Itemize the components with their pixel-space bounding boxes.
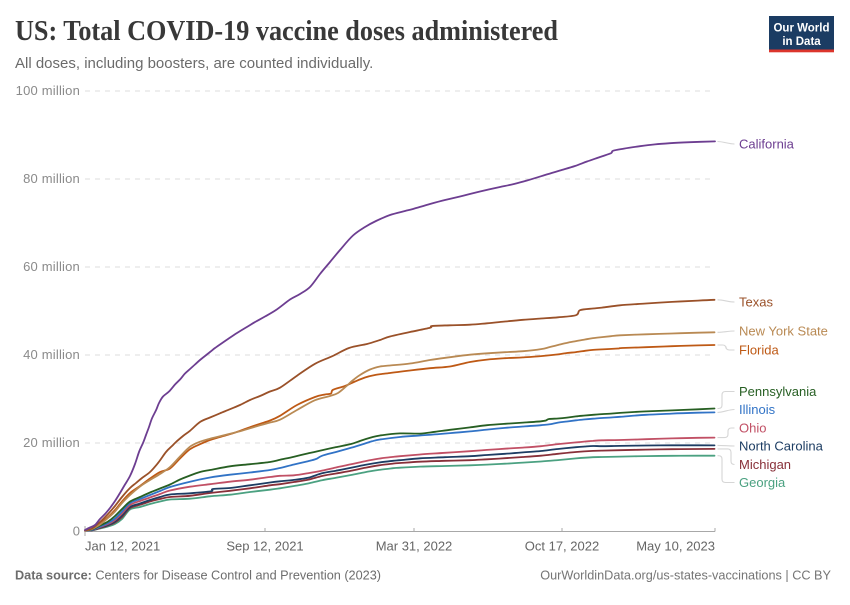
svg-text:Sep 12, 2021: Sep 12, 2021 (226, 539, 303, 554)
svg-text:Illinois: Illinois (739, 402, 776, 417)
svg-text:Mar 31, 2022: Mar 31, 2022 (376, 539, 453, 554)
svg-text:Data source: Centers for Disea: Data source: Centers for Disease Control… (15, 569, 381, 583)
svg-text:40 million: 40 million (23, 347, 80, 362)
svg-text:California: California (739, 137, 795, 152)
svg-text:Pennsylvania: Pennsylvania (739, 384, 817, 399)
svg-text:Jan 12, 2021: Jan 12, 2021 (85, 539, 160, 554)
svg-text:New York State: New York State (739, 324, 828, 339)
svg-text:All doses, including boosters,: All doses, including boosters, are count… (15, 55, 373, 72)
svg-text:Ohio: Ohio (739, 421, 766, 436)
svg-text:US: Total COVID-19 vaccine dos: US: Total COVID-19 vaccine doses adminis… (15, 16, 558, 47)
svg-text:North Carolina: North Carolina (739, 439, 824, 454)
svg-text:Texas: Texas (739, 295, 773, 310)
svg-text:in Data: in Data (782, 36, 821, 48)
svg-text:100 million: 100 million (16, 83, 80, 98)
svg-text:80 million: 80 million (23, 171, 80, 186)
svg-text:May 10, 2023: May 10, 2023 (636, 539, 715, 554)
svg-text:20 million: 20 million (23, 435, 80, 450)
svg-text:0: 0 (73, 524, 80, 539)
svg-text:Our World: Our World (773, 23, 829, 35)
svg-text:Florida: Florida (739, 343, 780, 358)
svg-text:60 million: 60 million (23, 259, 80, 274)
svg-text:Georgia: Georgia (739, 475, 786, 490)
svg-text:OurWorldinData.org/us-states-v: OurWorldinData.org/us-states-vaccination… (540, 569, 831, 583)
svg-text:Oct 17, 2022: Oct 17, 2022 (525, 539, 599, 554)
svg-text:Michigan: Michigan (739, 457, 791, 472)
